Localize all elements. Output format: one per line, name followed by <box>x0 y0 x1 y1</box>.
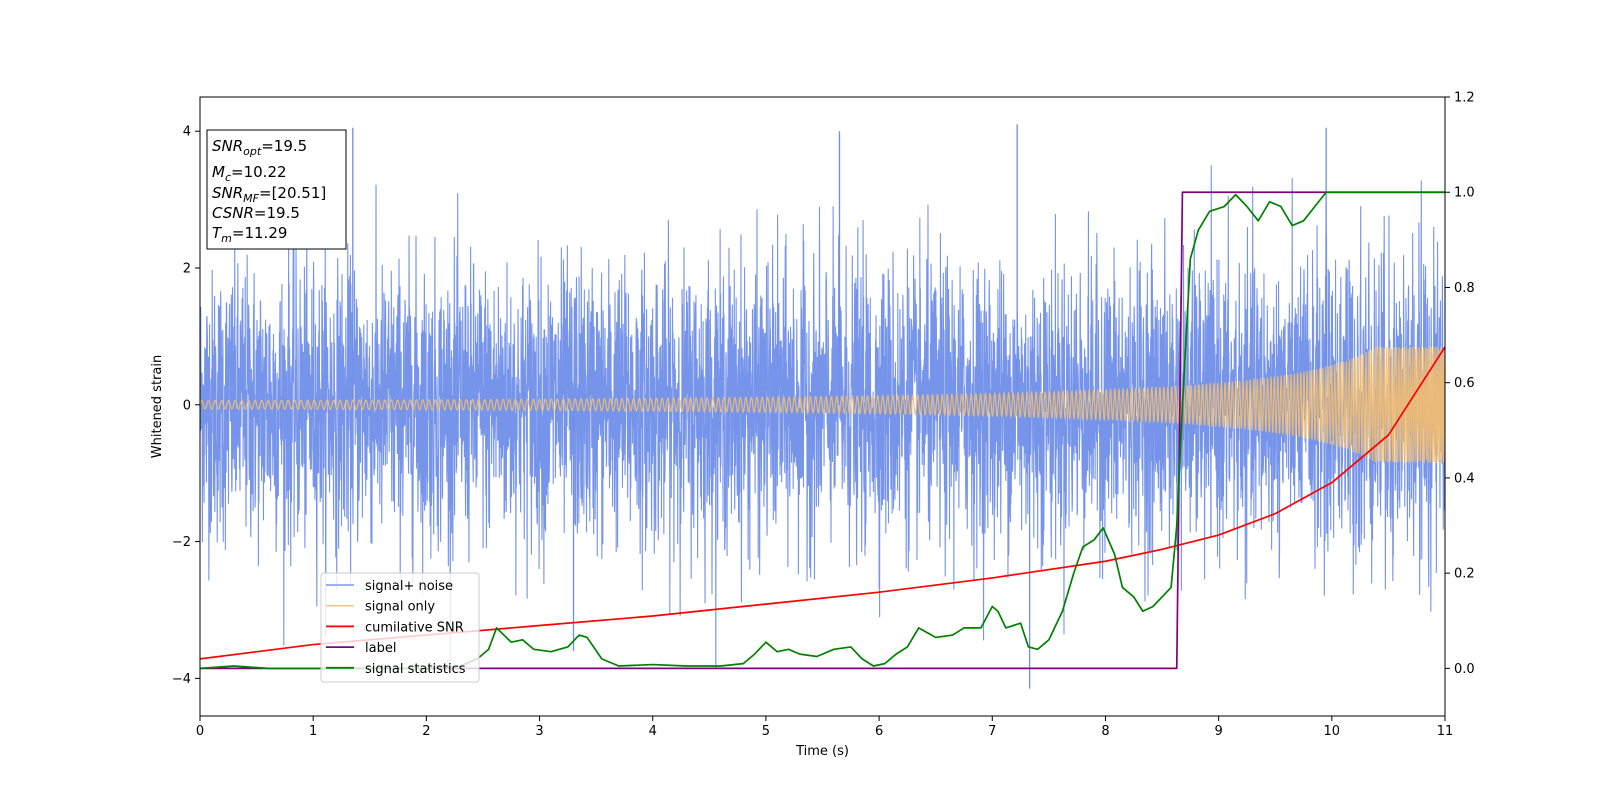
legend-label: label <box>365 641 396 656</box>
y-left-tick-label: 0 <box>183 398 191 413</box>
series-label <box>200 191 1445 670</box>
info-line: Tm=11.29 <box>212 224 287 245</box>
x-tick-label: 10 <box>1324 724 1341 739</box>
y-left-tick-label: −4 <box>172 672 191 687</box>
y-right-tick-label: 0.2 <box>1454 567 1475 582</box>
x-tick-label: 2 <box>422 724 430 739</box>
y-right-tick-label: 0.0 <box>1454 662 1475 677</box>
y-right-tick-label: 0.4 <box>1454 471 1475 486</box>
y-left-tick-label: 4 <box>183 125 191 140</box>
x-tick-label: 3 <box>535 724 543 739</box>
legend-label: cumilative SNR <box>365 620 464 635</box>
info-line: Mc=10.22 <box>212 163 287 184</box>
y-right-tick-label: 1.2 <box>1454 91 1475 106</box>
x-axis-label: Time (s) <box>795 744 849 759</box>
series-signal-only <box>200 346 1445 463</box>
x-tick-label: 1 <box>309 724 317 739</box>
x-tick-label: 11 <box>1437 724 1454 739</box>
series-signal-statistics <box>200 191 1445 670</box>
info-line: SNRopt=19.5 <box>212 137 307 158</box>
legend-label: signal only <box>365 600 435 615</box>
x-tick-label: 0 <box>196 724 204 739</box>
info-box-frame <box>206 129 347 250</box>
x-tick-label: 6 <box>875 724 883 739</box>
y-right-tick-label: 0.8 <box>1454 281 1475 296</box>
legend-label: signal statistics <box>365 662 466 677</box>
x-tick-label: 7 <box>988 724 996 739</box>
y-axis-label-left: Whitened strain <box>150 355 165 458</box>
info-line: CSNR=19.5 <box>212 204 300 222</box>
y-left-tick-label: −2 <box>172 535 191 550</box>
info-box: SNRopt=19.5 Mc=10.22SNRMF=[20.51]CSNR=19.… <box>206 129 347 250</box>
x-tick-label: 8 <box>1101 724 1109 739</box>
series-signal-noise <box>200 165 1445 672</box>
legend-label: signal+ noise <box>365 579 453 594</box>
y-right-tick-label: 0.6 <box>1454 376 1475 391</box>
legend-frame <box>320 572 480 683</box>
y-right-tick-label: 1.0 <box>1454 186 1475 201</box>
x-tick-label: 5 <box>762 724 770 739</box>
x-tick-label: 4 <box>649 724 657 739</box>
legend: signal+ noise signal only cumilative SNR la… <box>320 572 480 683</box>
x-tick-label: 9 <box>1214 724 1222 739</box>
info-line: SNRMF=[20.51] <box>212 184 326 205</box>
plot-frame <box>199 96 1446 717</box>
y-left-tick-label: 2 <box>183 261 191 276</box>
axis-ticks: 0 1 2 3 4 5 6 7 8 9 10 11 −4 −2 0 2 4 0.0 0.2 0.4 0.6 0.8 1.0 1… <box>172 91 1475 740</box>
